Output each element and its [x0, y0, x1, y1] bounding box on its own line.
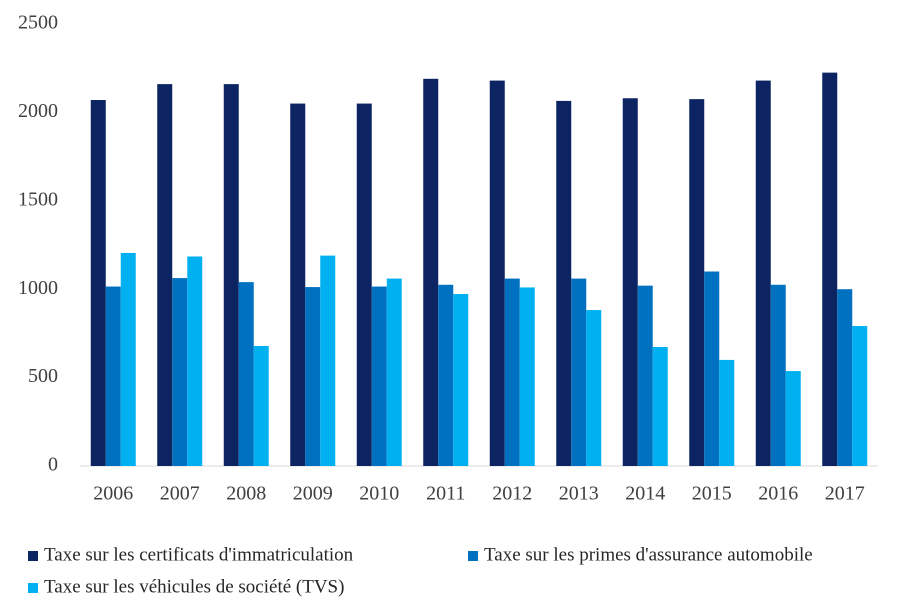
bar — [120, 252, 136, 466]
bar — [586, 310, 602, 466]
bar — [371, 286, 387, 466]
bar — [556, 100, 572, 467]
bar — [423, 78, 439, 467]
bar — [770, 284, 786, 466]
bar — [822, 72, 838, 467]
y-tick-label: 500 — [28, 365, 58, 387]
x-tick-label: 2015 — [692, 483, 732, 505]
bar — [704, 271, 720, 466]
x-tick-label: 2016 — [758, 483, 798, 505]
legend-label: Taxe sur les primes d'assurance automobi… — [484, 544, 813, 565]
bar — [320, 255, 336, 466]
bar — [755, 80, 771, 467]
legend-swatch — [468, 551, 478, 561]
bar — [785, 371, 801, 466]
x-tick-label: 2012 — [492, 483, 532, 505]
x-tick-label: 2011 — [426, 483, 465, 505]
bar — [453, 293, 469, 466]
legend-swatch — [28, 551, 38, 561]
bar — [622, 98, 638, 467]
x-tick-label: 2006 — [93, 483, 133, 505]
x-tick-label: 2014 — [625, 483, 665, 505]
x-tick-label: 2008 — [226, 483, 266, 505]
bar — [719, 359, 735, 466]
bar — [90, 100, 106, 467]
legend-label: Taxe sur les certificats d'immatriculati… — [44, 544, 354, 565]
bar — [386, 278, 402, 466]
bar — [290, 103, 306, 466]
y-tick-label: 1500 — [18, 188, 58, 210]
bar — [105, 286, 121, 466]
bar — [238, 282, 254, 466]
bar — [519, 287, 535, 466]
bar — [438, 284, 454, 466]
legend-swatch — [28, 583, 38, 593]
bar — [489, 80, 505, 467]
x-tick-label: 2009 — [293, 483, 333, 505]
bar — [837, 289, 853, 466]
y-tick-label: 0 — [48, 454, 58, 476]
bar — [652, 347, 668, 466]
bar — [689, 99, 705, 466]
x-tick-label: 2010 — [359, 483, 399, 505]
y-tick-label: 2000 — [18, 100, 58, 122]
bar — [356, 103, 372, 466]
bar — [305, 287, 321, 466]
bar — [253, 345, 269, 466]
bar — [571, 278, 587, 466]
bar — [637, 285, 653, 466]
bar — [157, 84, 173, 466]
bar — [223, 84, 239, 466]
bar — [172, 278, 188, 466]
x-tick-label: 2017 — [825, 483, 865, 505]
bar — [504, 278, 520, 466]
bar — [187, 256, 203, 466]
y-tick-label: 2500 — [18, 12, 58, 34]
x-tick-label: 2013 — [559, 483, 599, 505]
x-tick-label: 2007 — [160, 483, 200, 505]
bar — [852, 325, 868, 466]
y-tick-label: 1000 — [18, 277, 58, 299]
legend-label: Taxe sur les véhicules de société (TVS) — [44, 576, 344, 597]
